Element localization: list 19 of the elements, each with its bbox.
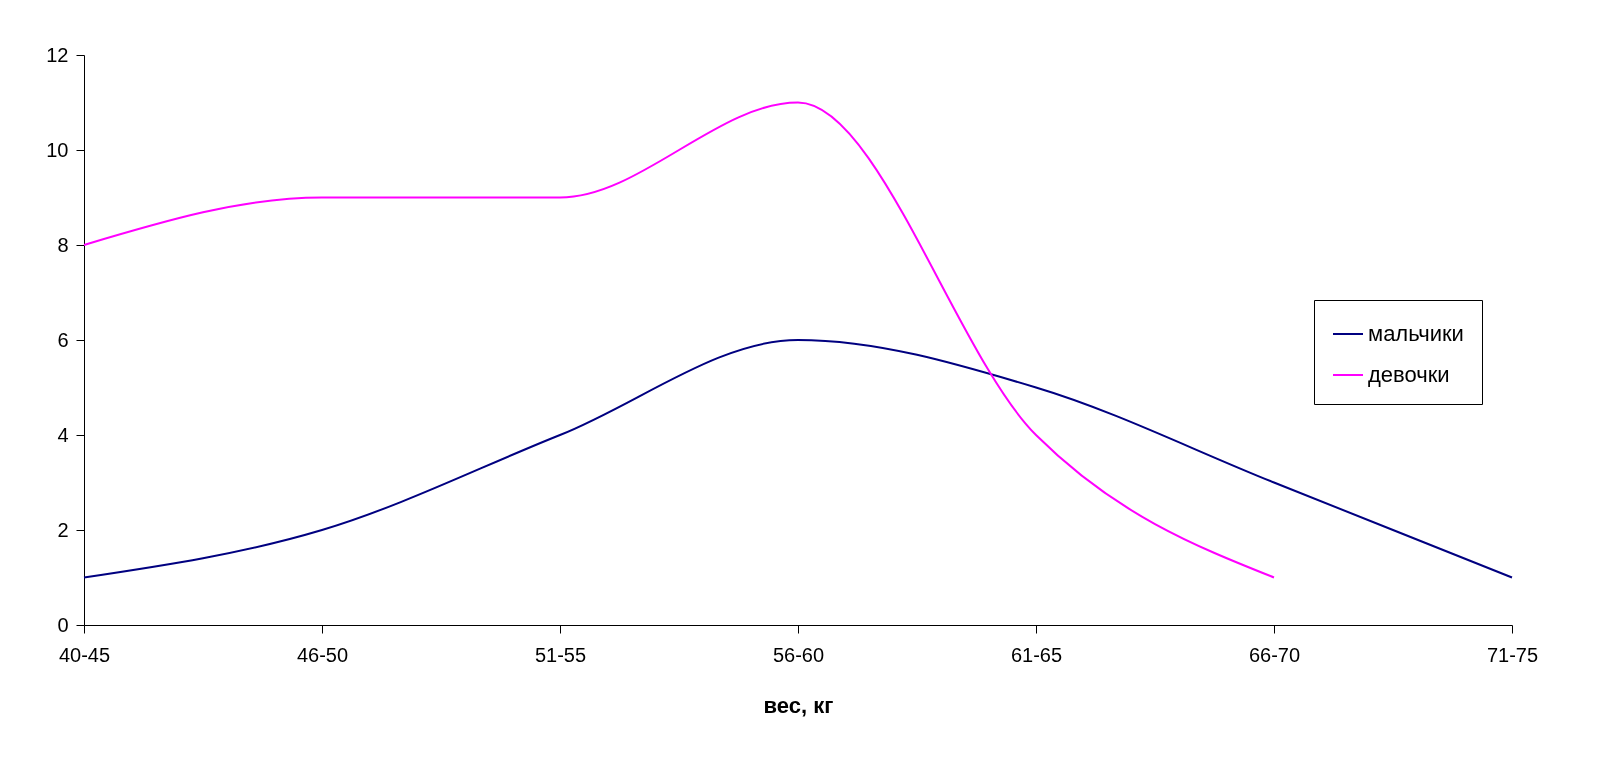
x-tick-label: 66-70 [1248, 643, 1301, 666]
line-series [83, 339, 1513, 579]
x-tick-label: 71-75 [1486, 643, 1539, 666]
x-tick-label: 40-45 [58, 643, 111, 666]
y-tick-label: 10 [46, 138, 69, 161]
y-tick-label: 8 [57, 233, 69, 256]
x-tick-label: 51-55 [534, 643, 587, 666]
y-tick-label: 2 [57, 518, 69, 541]
legend-label: мальчики [1368, 321, 1464, 346]
x-tick-label: 46-50 [296, 643, 349, 666]
y-tick-label: 12 [46, 43, 69, 66]
legend-label: девочки [1368, 362, 1450, 387]
line-series [83, 101, 1275, 579]
y-tick-label: 6 [57, 328, 69, 351]
x-tick-label: 61-65 [1010, 643, 1063, 666]
y-tick-label: 0 [57, 613, 69, 636]
y-tick-label: 4 [57, 423, 69, 446]
x-tick-label: 56-60 [772, 643, 825, 666]
x-axis-title: вес, кг [763, 692, 834, 718]
